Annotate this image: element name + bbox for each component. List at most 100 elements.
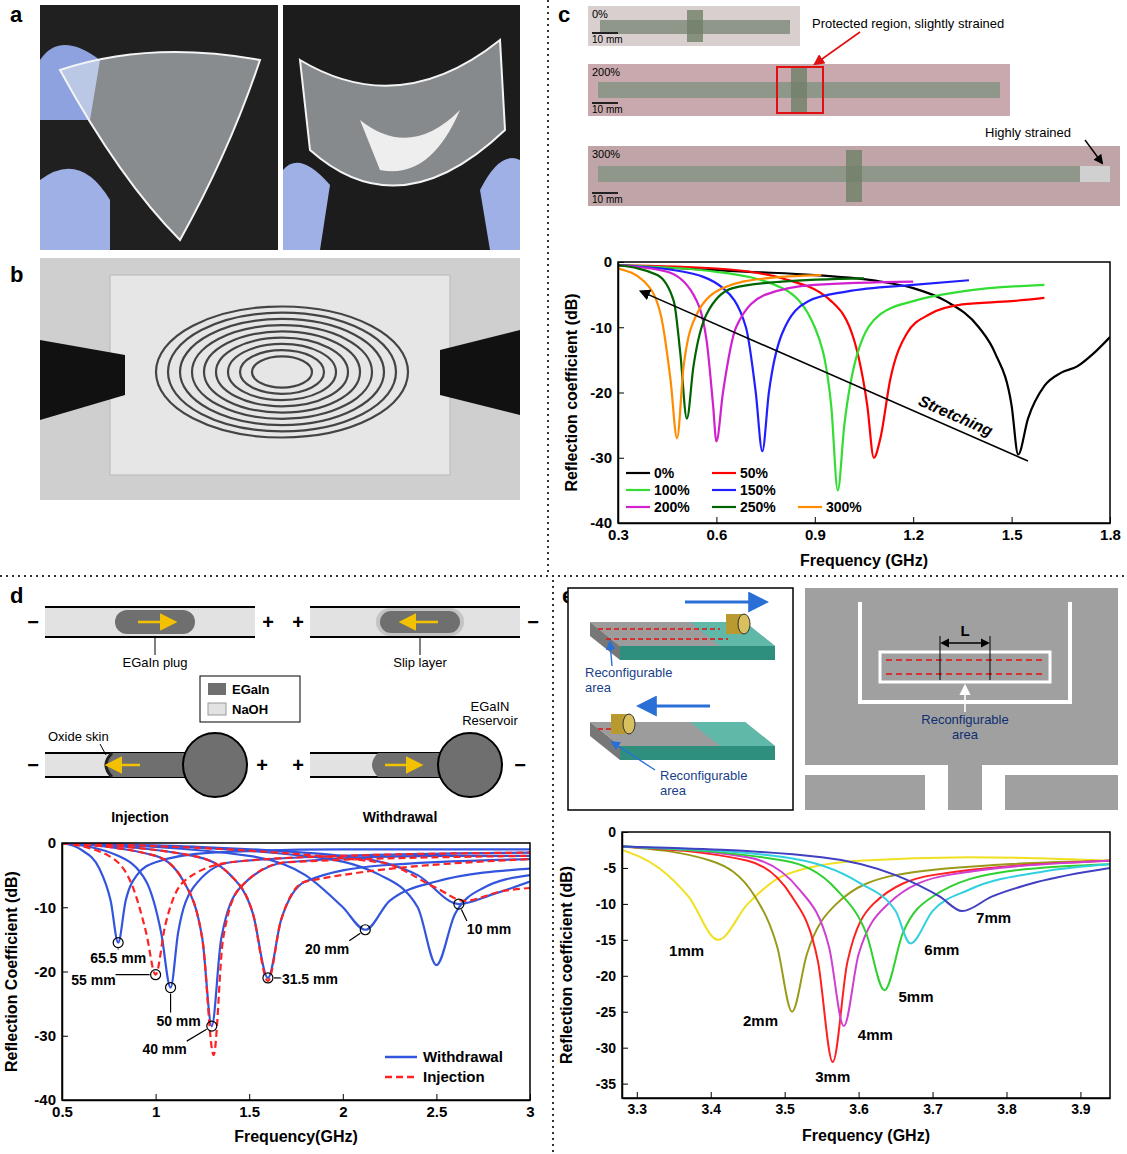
lens (60, 52, 260, 240)
y-tick-label: -40 (34, 1091, 56, 1108)
label-line: Reservoir (462, 713, 518, 728)
key-swatch (208, 683, 226, 695)
legend-swatch (385, 1056, 417, 1059)
legend-label: Withdrawal (423, 1048, 503, 1065)
separator (0, 575, 1127, 577)
y-tick: -30 (590, 449, 624, 466)
x-tick-label: 3.8 (997, 1101, 1017, 1117)
y-axis-title: Reflection coefficient (dB) (563, 293, 580, 491)
legend-label: 150% (740, 482, 776, 498)
label-line: area (952, 727, 979, 742)
x-tick-mark (1012, 517, 1013, 523)
x-tick-mark (637, 1092, 638, 1098)
x-tick-label: 3 (526, 1103, 534, 1120)
leader (155, 636, 156, 655)
faded-end (1080, 166, 1110, 182)
photo (588, 6, 800, 46)
channel (310, 753, 445, 777)
glove (480, 158, 520, 250)
egain-fill (106, 753, 190, 777)
y-tick-label: -20 (596, 968, 616, 984)
panel-letters: abcde (10, 2, 574, 608)
x-tick-mark (785, 1092, 786, 1098)
motion-arrow (402, 621, 438, 624)
legend-swatch (385, 1076, 417, 1079)
dashed-area (886, 659, 1044, 661)
series-label: 4mm (858, 1026, 893, 1043)
y-tick-label: -10 (590, 319, 612, 336)
coil-turn (156, 306, 408, 437)
series-line (622, 846, 1110, 1026)
motion-arrow (640, 705, 710, 708)
x-axis-line (63, 1100, 531, 1102)
schematic-label: Withdrawal (363, 809, 438, 825)
scale-label: 10 mm (592, 194, 623, 205)
annotation-marker (151, 970, 161, 980)
x-tick-mark (815, 517, 816, 523)
y-tick-mark (622, 1048, 628, 1049)
y-tick: -25 (596, 1004, 628, 1020)
connector (687, 10, 703, 42)
scale-label: 10 mm (592, 34, 623, 45)
dimension-tick (940, 636, 941, 680)
annotation-marker (454, 899, 464, 909)
slab-sheet (690, 722, 775, 746)
series-line (62, 843, 530, 988)
reservoir (438, 733, 502, 797)
roller-end (738, 614, 750, 634)
x-axis-title: Frequency (GHz) (802, 1127, 930, 1144)
photo-label: 300% (592, 148, 620, 160)
polarity: + (292, 611, 304, 633)
label-line: area (585, 680, 612, 695)
feed-line (948, 760, 982, 810)
x-tick-label: 1.5 (1002, 526, 1023, 543)
y-tick-label: -20 (34, 963, 56, 980)
y-tick-label: -20 (590, 384, 612, 401)
note: Highly strained (985, 125, 1071, 140)
slab-side (620, 746, 775, 760)
y-tick: -10 (34, 899, 68, 916)
y-tick: 0 (604, 253, 624, 270)
separator (552, 580, 554, 1154)
series-label: 6mm (924, 941, 959, 958)
annotation-marker (113, 938, 123, 948)
y-tick-mark (622, 1012, 628, 1013)
chart: 0.30.60.91.21.51.8-40-30-20-100Frequency… (563, 253, 1121, 569)
dimension-label: L (960, 622, 969, 639)
y-tick: -40 (34, 1091, 68, 1108)
x-tick-mark (436, 1094, 437, 1100)
coil-turn (204, 331, 360, 412)
annotation: 50 mm (156, 1013, 200, 1029)
plot-frame (618, 262, 1110, 523)
y-tick: -30 (596, 1040, 628, 1056)
x-tick: 2 (339, 1094, 347, 1120)
leader (349, 933, 360, 941)
x-tick-mark (343, 1094, 344, 1100)
polarity: + (292, 754, 304, 776)
leader (274, 977, 282, 978)
annotation-arrow (641, 291, 1028, 461)
feed-ground (1005, 775, 1118, 810)
x-tick-mark (530, 1094, 531, 1100)
x-tick: 2.5 (426, 1094, 447, 1120)
roller-end (623, 714, 635, 734)
dashed-area (606, 638, 728, 640)
x-tick: 3.5 (775, 1092, 795, 1117)
panel-d-schematic: −+EGaIn plug+−Slip layerEGaInNaOH−+Oxide… (27, 607, 539, 825)
series-line (618, 265, 1044, 457)
x-tick-mark (156, 1094, 157, 1100)
leader (187, 1029, 207, 1041)
y-tick-label: -30 (590, 449, 612, 466)
legend-swatch (626, 472, 650, 474)
x-tick-label: 3.5 (775, 1101, 795, 1117)
x-tick-label: 2 (339, 1103, 347, 1120)
schematic-label: EGaINReservoir (462, 699, 518, 728)
x-tick-label: 3.3 (628, 1101, 648, 1117)
series-label: 3mm (815, 1068, 850, 1085)
series-line (622, 846, 1110, 911)
leader (116, 974, 150, 975)
x-axis: 3.33.43.53.63.73.83.9 (623, 1092, 1111, 1117)
motion-arrow (685, 601, 765, 604)
polarity: + (256, 754, 268, 776)
annotation-marker (207, 1021, 217, 1031)
